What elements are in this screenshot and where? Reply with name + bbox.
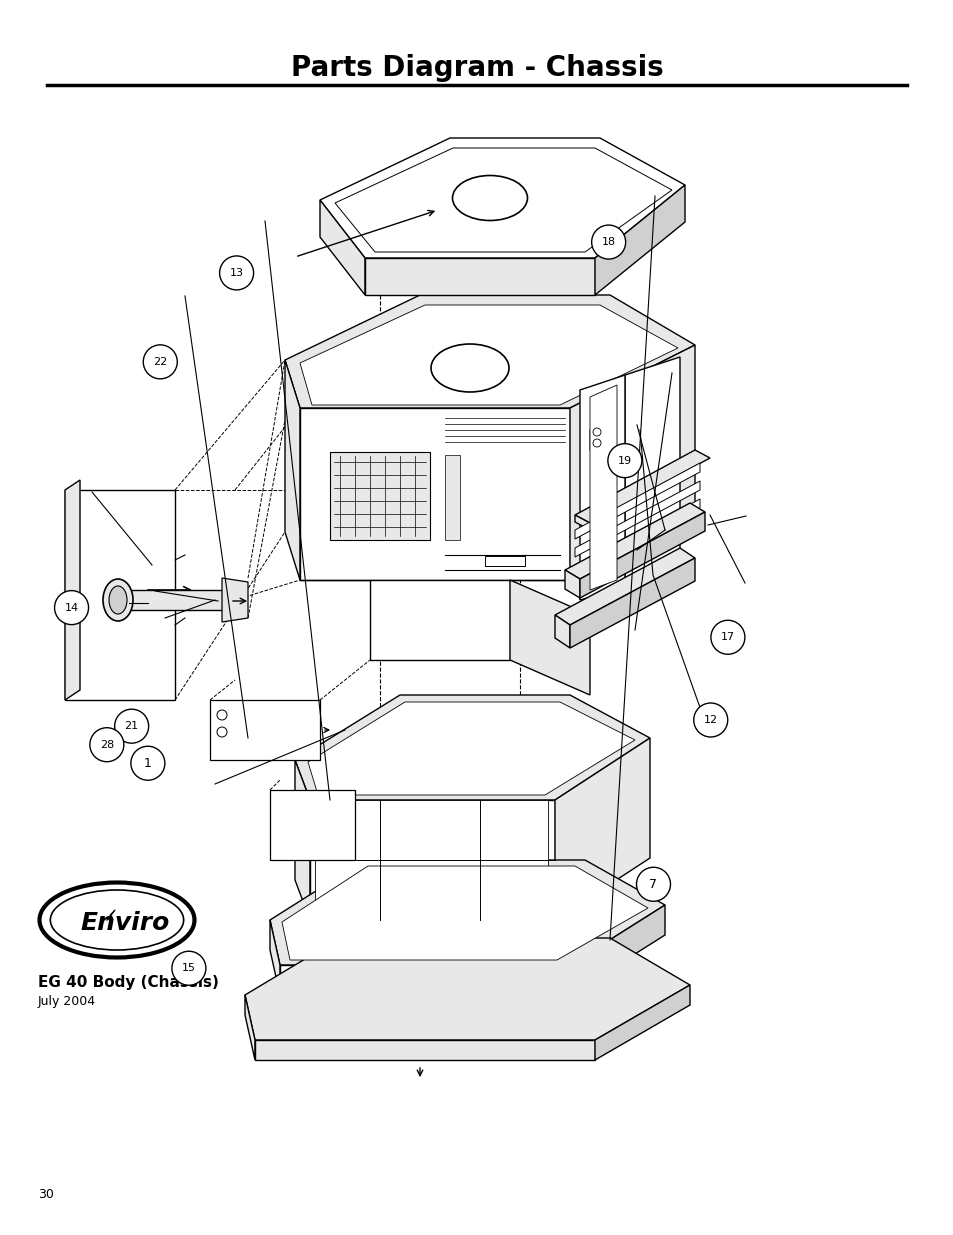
- Text: Parts Diagram - Chassis: Parts Diagram - Chassis: [291, 54, 662, 82]
- Polygon shape: [624, 357, 679, 588]
- Polygon shape: [579, 375, 624, 600]
- Polygon shape: [575, 463, 700, 538]
- Polygon shape: [270, 860, 664, 965]
- Polygon shape: [595, 185, 684, 295]
- Polygon shape: [569, 345, 695, 580]
- Polygon shape: [555, 615, 569, 648]
- Text: 13: 13: [230, 268, 243, 278]
- Circle shape: [219, 256, 253, 290]
- Circle shape: [114, 709, 149, 743]
- Polygon shape: [579, 513, 704, 598]
- Polygon shape: [308, 701, 635, 795]
- Polygon shape: [254, 1040, 595, 1060]
- Polygon shape: [282, 866, 647, 960]
- Polygon shape: [569, 558, 695, 648]
- Text: 28: 28: [100, 740, 113, 750]
- Polygon shape: [510, 580, 589, 695]
- Polygon shape: [589, 425, 615, 450]
- Circle shape: [636, 867, 670, 902]
- Text: July 2004: July 2004: [38, 995, 96, 1008]
- Polygon shape: [294, 695, 649, 800]
- Circle shape: [693, 703, 727, 737]
- Polygon shape: [285, 359, 299, 580]
- Text: 7: 7: [649, 878, 657, 890]
- Text: 15: 15: [182, 963, 195, 973]
- Polygon shape: [575, 450, 709, 522]
- Circle shape: [90, 727, 124, 762]
- Polygon shape: [575, 499, 700, 576]
- Circle shape: [172, 951, 206, 986]
- Polygon shape: [245, 995, 254, 1060]
- Text: 21: 21: [125, 721, 138, 731]
- Text: 30: 30: [38, 1188, 53, 1202]
- Circle shape: [143, 345, 177, 379]
- Polygon shape: [270, 790, 355, 860]
- Polygon shape: [285, 295, 695, 408]
- Polygon shape: [222, 578, 248, 622]
- Circle shape: [54, 590, 89, 625]
- Polygon shape: [330, 452, 430, 540]
- Polygon shape: [294, 760, 310, 920]
- Polygon shape: [115, 590, 225, 610]
- Text: EG 40 Body (Chassis): EG 40 Body (Chassis): [38, 974, 218, 990]
- Polygon shape: [444, 454, 459, 540]
- Polygon shape: [555, 548, 695, 625]
- Polygon shape: [210, 700, 319, 760]
- Polygon shape: [569, 905, 664, 995]
- Text: 12: 12: [703, 715, 717, 725]
- Ellipse shape: [109, 585, 127, 614]
- Circle shape: [607, 443, 641, 478]
- Text: 18: 18: [601, 237, 615, 247]
- Polygon shape: [575, 515, 589, 530]
- Polygon shape: [299, 408, 569, 580]
- Polygon shape: [314, 800, 547, 915]
- Circle shape: [710, 620, 744, 655]
- Polygon shape: [575, 480, 700, 557]
- Polygon shape: [365, 258, 595, 295]
- Polygon shape: [370, 580, 510, 659]
- Polygon shape: [555, 739, 649, 920]
- Polygon shape: [310, 800, 555, 920]
- Polygon shape: [564, 503, 704, 579]
- Polygon shape: [589, 385, 617, 590]
- Polygon shape: [319, 200, 365, 295]
- Polygon shape: [245, 939, 689, 1040]
- Polygon shape: [299, 305, 678, 405]
- Circle shape: [591, 225, 625, 259]
- Text: 17: 17: [720, 632, 734, 642]
- Bar: [484, 556, 524, 566]
- Polygon shape: [270, 920, 280, 995]
- Text: 1: 1: [144, 757, 152, 769]
- Circle shape: [131, 746, 165, 781]
- Polygon shape: [65, 490, 174, 700]
- Polygon shape: [280, 965, 569, 995]
- Polygon shape: [564, 571, 579, 598]
- Text: 19: 19: [618, 456, 631, 466]
- Text: Enviro: Enviro: [80, 911, 170, 935]
- Polygon shape: [623, 450, 638, 471]
- Text: 22: 22: [153, 357, 167, 367]
- Polygon shape: [595, 986, 689, 1060]
- Ellipse shape: [103, 579, 132, 621]
- Polygon shape: [65, 480, 80, 700]
- Polygon shape: [319, 138, 684, 258]
- Polygon shape: [335, 148, 671, 252]
- Text: 14: 14: [65, 603, 78, 613]
